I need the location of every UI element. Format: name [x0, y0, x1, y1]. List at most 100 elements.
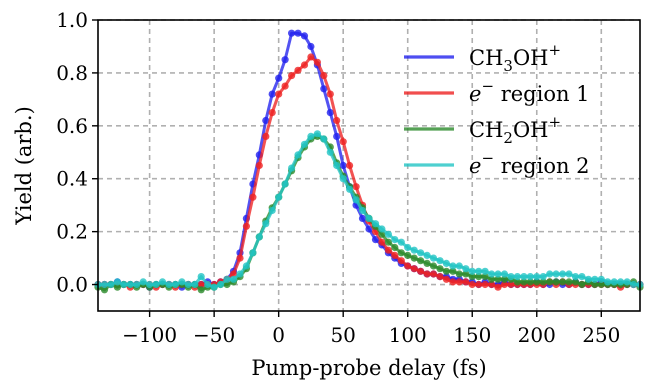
data-point — [300, 140, 309, 148]
legend-item: CH3OH+ — [404, 41, 561, 75]
data-point — [500, 270, 509, 278]
plot-frame — [97, 19, 641, 312]
data-point — [307, 53, 315, 61]
legend-item: CH2OH+ — [404, 113, 561, 147]
data-point — [262, 132, 270, 140]
data-point — [520, 273, 528, 281]
data-point — [584, 275, 593, 283]
data-point — [281, 180, 289, 188]
data-point — [333, 161, 341, 170]
legend: CH3OH+e− region 1 CH2OH+e− region 2 — [404, 41, 590, 178]
data-point — [236, 270, 244, 278]
y-tick-label: 0.4 — [56, 167, 88, 191]
data-point — [578, 273, 586, 281]
data-point — [533, 278, 541, 286]
y-axis-label: Yield (arb.) — [12, 106, 36, 226]
data-point — [320, 135, 328, 143]
data-point — [217, 280, 225, 289]
data-point — [107, 280, 115, 289]
data-point — [210, 283, 218, 291]
data-point — [520, 278, 528, 286]
legend-label: CH3OH+ — [469, 41, 561, 75]
data-point — [468, 273, 476, 281]
data-point — [629, 280, 638, 289]
data-point — [294, 29, 302, 37]
data-point — [100, 286, 109, 294]
data-point — [475, 273, 483, 281]
data-point — [268, 90, 276, 98]
data-point — [275, 74, 283, 82]
data-point — [281, 56, 289, 64]
x-tick-label: 50 — [330, 323, 355, 347]
data-point — [339, 161, 347, 170]
data-point — [378, 225, 386, 233]
data-point — [442, 259, 450, 267]
data-point — [429, 262, 438, 270]
data-point — [494, 275, 502, 283]
series-4 — [94, 130, 644, 291]
data-point — [449, 278, 457, 286]
data-point — [384, 246, 392, 254]
x-tick-label: 200 — [518, 323, 556, 347]
data-point — [578, 280, 586, 289]
data-point — [242, 262, 250, 270]
data-point — [423, 259, 431, 267]
data-point — [126, 280, 134, 289]
data-point — [178, 278, 186, 286]
x-tick-label: 150 — [453, 323, 491, 347]
data-point — [320, 72, 328, 80]
data-point — [391, 251, 399, 259]
data-point — [197, 286, 205, 294]
data-point — [513, 278, 522, 286]
data-point — [436, 265, 444, 273]
data-point — [333, 116, 341, 125]
data-point — [410, 265, 418, 273]
data-point — [378, 238, 386, 246]
data-point — [475, 280, 483, 289]
legend-label: e− region 2 — [469, 149, 590, 178]
data-point — [365, 225, 373, 233]
data-point — [262, 116, 270, 125]
data-point — [591, 280, 599, 289]
data-point — [184, 280, 192, 289]
data-point — [229, 275, 238, 283]
data-point — [455, 262, 463, 270]
data-point — [333, 132, 341, 140]
data-point — [320, 85, 328, 93]
data-point — [197, 280, 205, 289]
data-point — [307, 132, 315, 140]
data-point — [436, 273, 444, 281]
data-point — [455, 270, 463, 278]
x-tick-label: 0 — [272, 323, 285, 347]
plot-series — [94, 29, 644, 294]
y-tick-label: 0.6 — [56, 114, 88, 138]
data-point — [442, 267, 450, 275]
data-point — [288, 72, 296, 80]
data-point — [397, 249, 405, 257]
data-point — [288, 29, 296, 37]
data-point — [223, 280, 231, 289]
data-point — [475, 267, 483, 275]
data-point — [417, 267, 425, 275]
data-point — [539, 273, 547, 281]
data-point — [488, 280, 496, 289]
data-point — [533, 273, 541, 281]
legend-label: CH2OH+ — [469, 113, 561, 147]
data-point — [294, 66, 302, 74]
legend-label: e− region 1 — [469, 77, 590, 106]
data-point — [410, 254, 418, 262]
data-point — [281, 82, 289, 90]
x-tick-label: −50 — [193, 323, 235, 347]
data-point — [236, 254, 244, 262]
data-point — [481, 267, 489, 275]
data-point — [255, 161, 263, 170]
data-point — [481, 273, 489, 281]
x-tick-label: 250 — [582, 323, 620, 347]
data-point — [462, 270, 470, 278]
data-point — [559, 278, 567, 286]
data-point — [404, 251, 412, 259]
data-point — [526, 278, 534, 286]
data-point — [391, 243, 399, 252]
data-point — [171, 280, 179, 289]
data-point — [288, 164, 296, 172]
